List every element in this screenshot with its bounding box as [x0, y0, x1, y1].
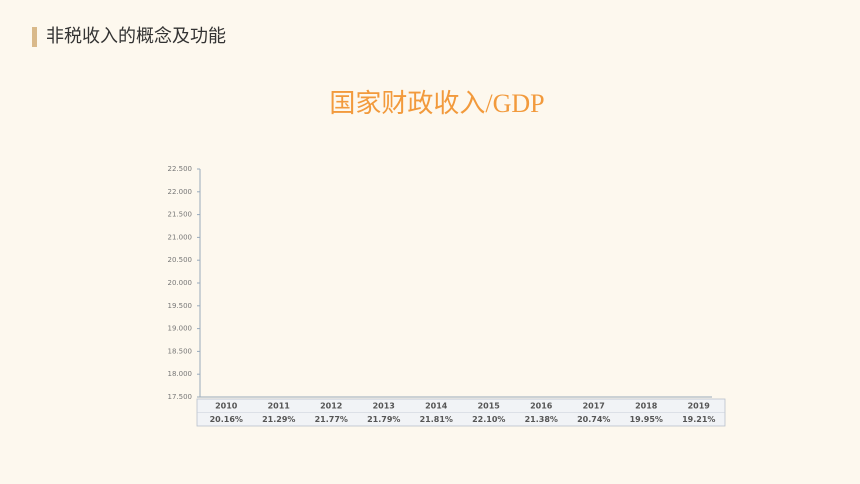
y-tick-label: 18.500 — [168, 347, 193, 355]
x-tick-label: 2019 — [688, 402, 711, 411]
table-value: 20.74% — [577, 415, 610, 424]
y-tick-label: 21.500 — [168, 211, 193, 219]
table-value: 20.16% — [210, 415, 243, 424]
table-value: 21.38% — [525, 415, 558, 424]
x-tick-label: 2018 — [635, 402, 658, 411]
table-value: 21.77% — [315, 415, 348, 424]
x-tick-label: 2015 — [478, 402, 501, 411]
x-tick-label: 2010 — [215, 402, 238, 411]
y-tick-label: 19.000 — [168, 325, 193, 333]
table-value: 22.10% — [472, 415, 505, 424]
y-tick-label: 21.000 — [168, 233, 193, 241]
y-tick-label: 20.500 — [168, 256, 193, 264]
x-tick-label: 2011 — [268, 402, 291, 411]
y-tick-label: 22.000 — [168, 188, 193, 196]
x-tick-label: 2016 — [530, 402, 553, 411]
y-tick-label: 22.500 — [168, 165, 193, 173]
x-tick-label: 2013 — [373, 402, 395, 411]
x-tick-label: 2012 — [320, 402, 342, 411]
y-tick-label: 19.500 — [168, 302, 193, 310]
table-value: 21.81% — [420, 415, 453, 424]
table-value: 19.95% — [630, 415, 663, 424]
y-tick-label: 18.000 — [168, 370, 193, 378]
y-tick-label: 17.500 — [168, 393, 193, 401]
y-tick-label: 20.000 — [168, 279, 193, 287]
table-value: 21.29% — [262, 415, 295, 424]
x-tick-label: 2017 — [583, 402, 605, 411]
plot — [196, 169, 726, 427]
header-bar — [32, 27, 37, 47]
table-value: 19.21% — [682, 415, 715, 424]
table-value: 21.79% — [367, 415, 400, 424]
chart-title: 国家财政收入/GDP — [329, 89, 544, 118]
x-tick-label: 2014 — [425, 402, 448, 411]
header-title: 非税收入的概念及功能 — [46, 25, 226, 47]
